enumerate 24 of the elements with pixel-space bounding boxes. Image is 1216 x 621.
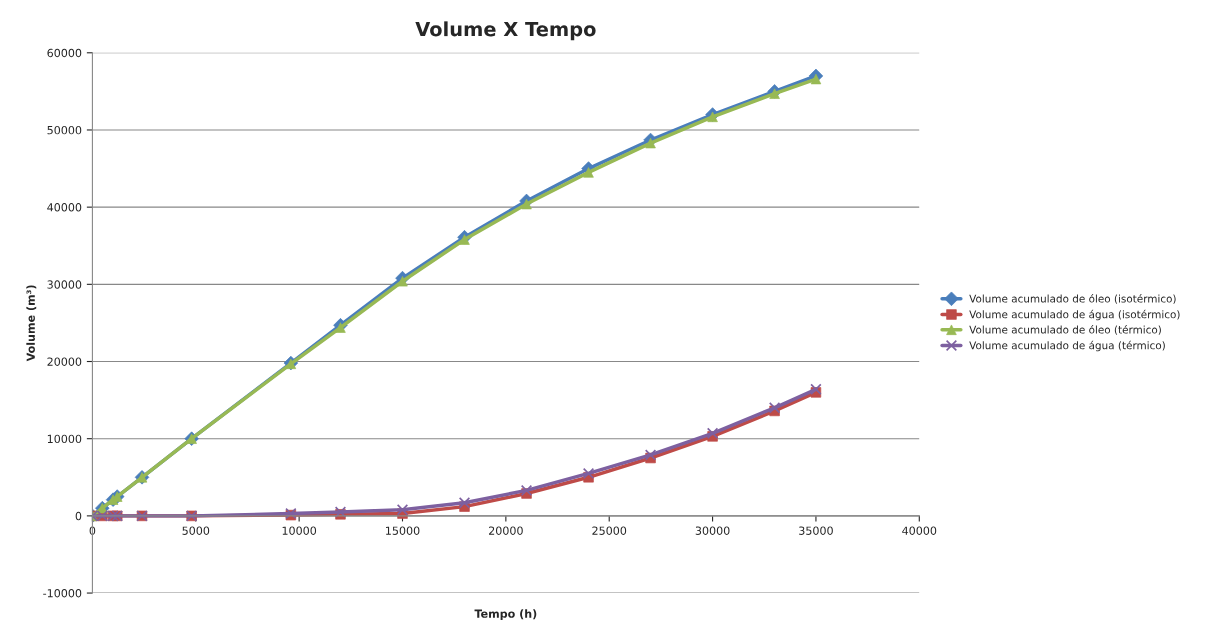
y-tick-label: 40000 [47, 203, 82, 212]
legend-label: Volume acumulado de água (térmico) [969, 340, 1165, 352]
y-tick-label: -10000 [43, 589, 82, 598]
y-axis-title: Volume (m³) [26, 285, 37, 362]
x-tick-label: 0 [89, 526, 96, 535]
legend-label: Volume acumulado de água (isotérmico) [969, 309, 1180, 321]
x-tick-label: 30000 [695, 526, 730, 535]
x-tick-label: 25000 [592, 526, 627, 535]
x-axis-title: Tempo (h) [474, 609, 537, 621]
y-tick-label: 30000 [47, 280, 82, 289]
y-tick-label: 10000 [47, 434, 82, 444]
legend-label: Volume acumulado de óleo (isotérmico) [969, 294, 1176, 304]
x-tick-label: 35000 [799, 526, 833, 535]
y-tick-label: 0 [75, 511, 82, 521]
x-tick-label: 10000 [282, 526, 317, 535]
y-tick-label: 50000 [47, 125, 82, 135]
x-tick-label: 5000 [182, 526, 210, 535]
x-tick-label: 20000 [489, 526, 523, 535]
legend-label: Volume acumulado de óleo (térmico) [969, 325, 1161, 335]
chart-title: Volume X Tempo [415, 21, 596, 41]
y-tick-label: 60000 [47, 48, 82, 58]
x-tick-label: 40000 [902, 526, 937, 535]
x-tick-label: 15000 [386, 526, 420, 535]
y-tick-label: 20000 [47, 357, 82, 366]
